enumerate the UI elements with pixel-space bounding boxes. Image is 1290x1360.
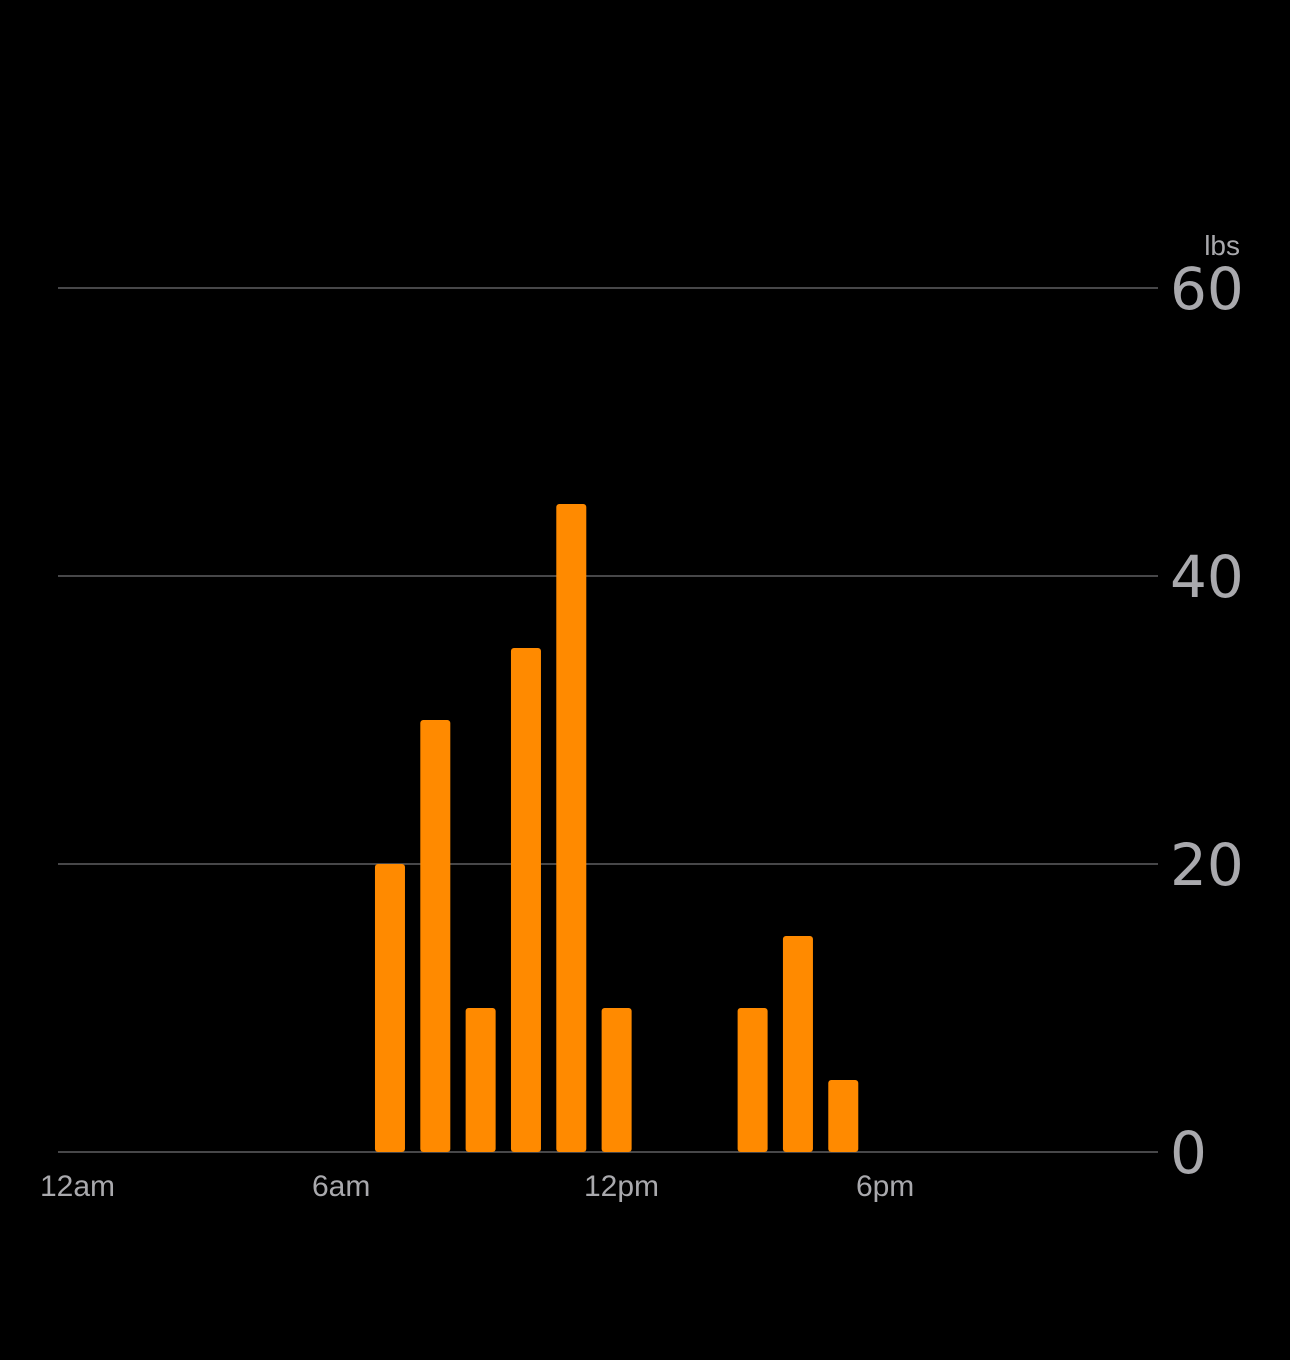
- y-axis-tick-labels: 0 20 40 60: [1170, 255, 1244, 1187]
- bar-5pm: [828, 1080, 859, 1152]
- y-axis-unit-label: lbs: [1204, 230, 1240, 261]
- bar-10am: [510, 648, 541, 1152]
- y-tick-label: 0: [1170, 1119, 1207, 1187]
- bar-4pm: [782, 936, 813, 1152]
- y-tick-label: 20: [1170, 831, 1244, 899]
- y-tick-label: 60: [1170, 255, 1244, 323]
- x-axis-tick-labels: 12am 6am 12pm 6pm: [40, 1170, 914, 1203]
- bar-3pm: [737, 1008, 768, 1152]
- x-tick-label: 12pm: [584, 1170, 659, 1203]
- bar-12pm: [601, 1008, 632, 1152]
- x-tick-label: 6am: [312, 1170, 370, 1203]
- y-tick-label: 40: [1170, 543, 1244, 611]
- bars: [374, 504, 859, 1152]
- bar-8am: [420, 720, 451, 1152]
- x-tick-label: 12am: [40, 1170, 115, 1203]
- bar-11am: [556, 504, 587, 1152]
- bar-9am: [465, 1008, 496, 1152]
- bar-7am: [374, 864, 405, 1152]
- x-tick-label: 6pm: [856, 1170, 914, 1203]
